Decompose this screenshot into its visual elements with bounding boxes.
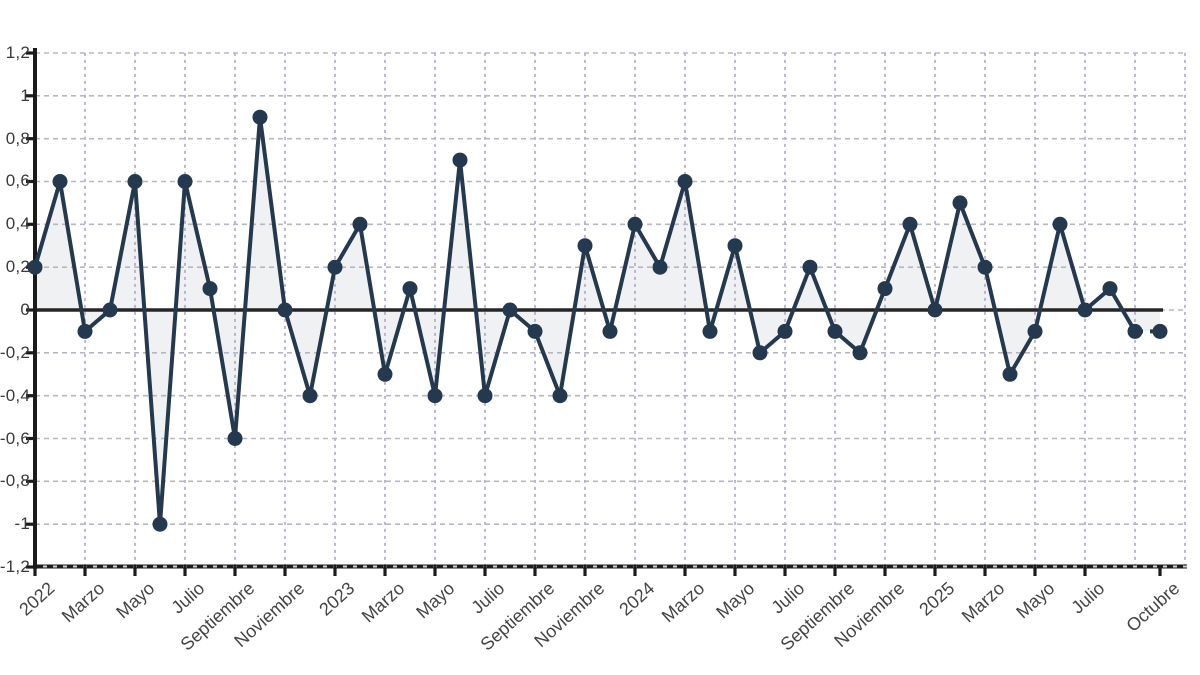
data-point[interactable] (902, 216, 918, 232)
data-point[interactable] (1052, 216, 1068, 232)
data-point[interactable] (302, 388, 318, 404)
data-point[interactable] (677, 174, 693, 189)
data-point[interactable] (802, 259, 818, 275)
y-axis-tick-label: 1,2 (5, 43, 30, 62)
data-point[interactable] (52, 174, 68, 189)
data-point[interactable] (952, 195, 968, 211)
y-axis-tick-label: 0 (20, 300, 30, 319)
x-axis-tick-label: Mayo (1012, 578, 1059, 623)
x-axis-tick-label: 2023 (315, 578, 359, 620)
x-axis-tick-label: Mayo (412, 578, 459, 623)
y-axis-tick-label: -1 (14, 514, 30, 533)
data-point[interactable] (927, 302, 943, 318)
x-axis-tick-label: Marzo (957, 578, 1009, 627)
data-point[interactable] (277, 302, 293, 318)
data-point[interactable] (777, 323, 793, 339)
data-point[interactable] (427, 388, 443, 404)
data-point[interactable] (227, 431, 243, 446)
x-axis-tick-label: Mayo (712, 578, 759, 623)
y-axis-tick-label: 0,4 (5, 214, 30, 233)
data-point[interactable] (27, 259, 43, 275)
data-point[interactable] (1102, 281, 1118, 297)
data-point[interactable] (527, 323, 543, 339)
data-point[interactable] (652, 259, 668, 275)
data-point[interactable] (577, 238, 593, 254)
data-point[interactable] (177, 174, 193, 189)
data-point[interactable] (602, 323, 618, 339)
x-axis-tick-label: Marzo (57, 578, 109, 627)
data-point[interactable] (502, 302, 518, 318)
data-point[interactable] (627, 216, 643, 232)
y-axis-tick-label: 1 (20, 86, 30, 105)
y-axis-tick-label: -0,6 (0, 429, 30, 448)
x-axis-tick-label: Julio (1067, 578, 1109, 618)
data-point[interactable] (402, 281, 418, 297)
data-point[interactable] (1152, 323, 1168, 339)
data-point[interactable] (127, 174, 143, 189)
x-axis-tick-label: Julio (167, 578, 209, 618)
data-point[interactable] (877, 281, 893, 297)
x-axis-tick-label: 2022 (15, 578, 59, 620)
data-point[interactable] (377, 366, 393, 382)
y-axis-tick-label: -0,4 (0, 386, 30, 405)
data-point[interactable] (202, 281, 218, 297)
y-axis-tick-label: 0,6 (5, 171, 30, 190)
data-point[interactable] (977, 259, 993, 275)
y-axis-tick-label: -0,8 (0, 471, 30, 490)
y-axis-tick-label: -0,2 (0, 343, 30, 362)
data-point[interactable] (102, 302, 118, 318)
x-axis-tick-label: Octubre (1122, 578, 1184, 636)
y-axis-tick-label: -1,2 (0, 557, 30, 576)
data-point[interactable] (452, 152, 468, 168)
data-point[interactable] (1002, 366, 1018, 382)
data-point[interactable] (1127, 323, 1143, 339)
data-point[interactable] (1077, 302, 1093, 318)
y-axis-tick-label: 0,2 (5, 257, 30, 276)
x-axis-tick-label: Julio (767, 578, 809, 618)
data-point[interactable] (252, 109, 268, 125)
data-point[interactable] (852, 345, 868, 361)
x-axis-tick-label: Mayo (112, 578, 159, 623)
data-point[interactable] (327, 259, 343, 275)
x-axis-tick-label: Marzo (657, 578, 709, 627)
x-axis-tick-label: Marzo (357, 578, 409, 627)
data-point[interactable] (1027, 323, 1043, 339)
axes (26, 48, 1187, 576)
data-point[interactable] (477, 388, 493, 404)
data-points (27, 109, 1168, 532)
data-point[interactable] (352, 216, 368, 232)
data-point[interactable] (827, 323, 843, 339)
gridlines (35, 52, 1186, 568)
y-axis-tick-label: 0,8 (5, 129, 30, 148)
data-point[interactable] (152, 516, 168, 532)
y-axis-labels: 1,2 1 0,8 0,6 0,4 0,2 0 -0,2 -0,4 -0,6 -0,8 -1 -1,2 (0, 0, 30, 675)
data-point[interactable] (552, 388, 568, 404)
data-point[interactable] (752, 345, 768, 361)
x-axis-tick-label: 2025 (915, 578, 959, 620)
x-axis-tick-label: Julio (467, 578, 509, 618)
data-point[interactable] (727, 238, 743, 254)
data-point[interactable] (702, 323, 718, 339)
data-point[interactable] (77, 323, 93, 339)
x-axis-tick-label: 2024 (615, 578, 659, 620)
